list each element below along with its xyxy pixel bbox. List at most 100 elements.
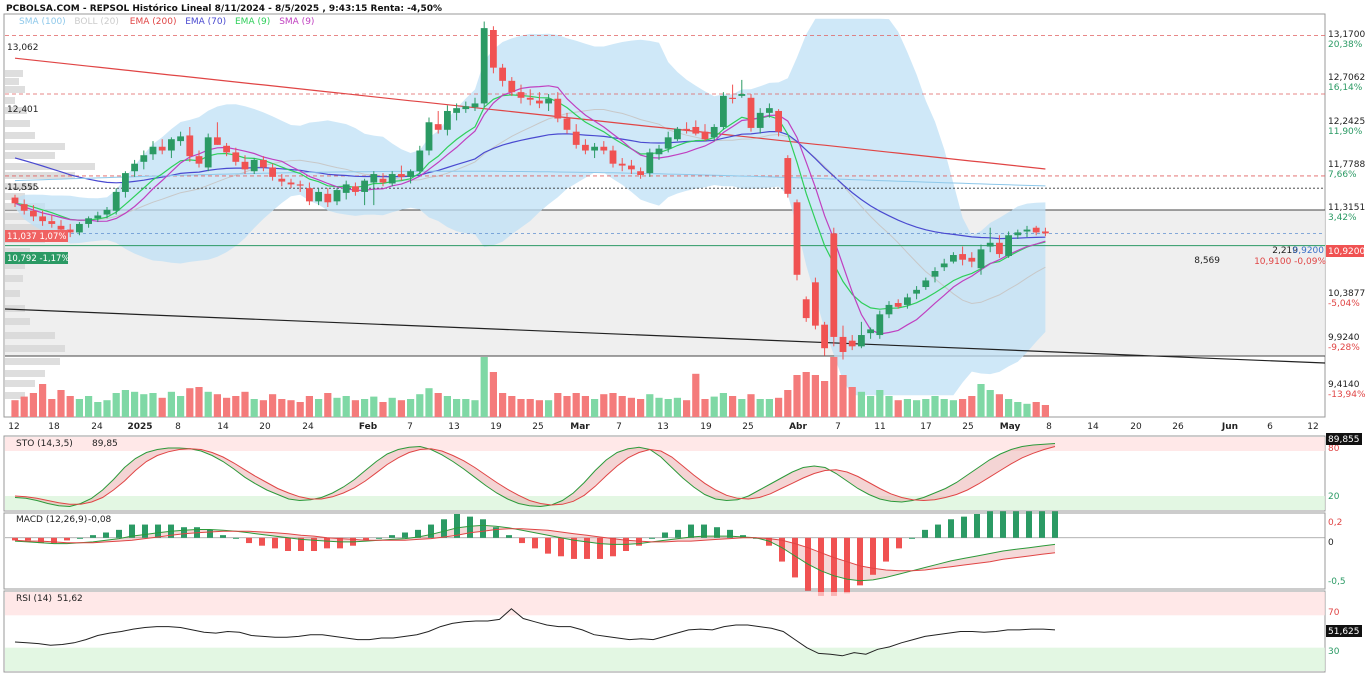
legend-entry: EMA (9) — [235, 17, 270, 27]
macd-histogram-bar — [311, 537, 317, 551]
macd-histogram-bar — [428, 524, 434, 538]
x-axis-tick: 17 — [920, 422, 931, 432]
macd-histogram-bar — [64, 537, 70, 541]
candle-body — [195, 156, 203, 164]
volume-bar — [508, 396, 516, 417]
candle-body — [103, 209, 111, 215]
volume-bar — [977, 384, 985, 417]
volume-profile-bar — [5, 290, 20, 297]
candle-body — [756, 112, 764, 128]
macd-histogram-bar — [363, 537, 369, 541]
macd-histogram-bar — [610, 537, 616, 557]
candle-body — [913, 289, 920, 294]
candle-body — [361, 180, 368, 192]
volume-bar — [554, 393, 562, 417]
candle-body — [122, 173, 129, 192]
candle-body — [342, 184, 350, 193]
macd-histogram-bar — [1013, 511, 1019, 538]
candle-body — [646, 152, 654, 174]
sto-current-label: 89,855 — [1328, 435, 1360, 445]
sto-current-badge — [1326, 433, 1362, 445]
price-axis-label: 9,4140 — [1328, 380, 1360, 390]
volume-profile-bar — [5, 97, 15, 104]
macd-histogram-bar — [181, 527, 187, 538]
price-axis-label: 13,1700 — [1328, 30, 1365, 40]
price-axis-pct: 7,66% — [1328, 170, 1357, 180]
macd-histogram-bar — [857, 537, 863, 586]
candle-body — [94, 215, 102, 219]
candle-body — [453, 108, 460, 113]
candle-body — [388, 174, 396, 184]
volume-bar — [867, 396, 875, 417]
candle-body — [462, 106, 470, 110]
candle-body — [591, 146, 598, 151]
volume-bar — [342, 396, 350, 417]
candle-body — [398, 174, 405, 177]
macd-histogram-bar — [532, 537, 538, 549]
rsi-current-label: 51,625 — [1328, 627, 1360, 637]
volume-profile-bar — [5, 370, 45, 377]
volume-bar — [600, 394, 608, 417]
volume-profile-bar — [5, 332, 55, 339]
legend-entry: SMA (100) — [19, 17, 66, 27]
candle-body — [674, 128, 681, 140]
macd-signal-line — [14, 528, 1056, 572]
inline-label: 2,219 — [1272, 246, 1298, 256]
sto-fill — [15, 443, 1055, 507]
volume-profile-bar — [5, 358, 60, 365]
x-axis-tick: Feb — [359, 422, 378, 432]
candle-body — [885, 304, 893, 315]
candle-body — [434, 124, 442, 130]
macd-histogram-bar — [649, 537, 655, 539]
candle-body — [858, 335, 865, 347]
macd-histogram-bar — [545, 537, 551, 554]
candle-body — [112, 191, 120, 211]
sto-level-label: 20 — [1328, 492, 1340, 502]
volume-bar — [425, 388, 433, 417]
volume-bar — [379, 402, 387, 417]
price-axis-pct: -5,04% — [1328, 299, 1360, 309]
candle-body — [85, 218, 92, 224]
volume-bar — [517, 399, 525, 417]
volume-bar — [986, 390, 994, 417]
volume-bar — [434, 393, 442, 417]
x-axis-tick: Jun — [1221, 422, 1238, 432]
volume-layer — [11, 357, 1049, 417]
sto-oversold-zone — [5, 496, 1325, 510]
volume-bar — [922, 399, 930, 417]
volume-bar — [719, 393, 727, 417]
x-axis-tick: Mar — [570, 422, 590, 432]
bollinger-layer — [14, 18, 1046, 396]
volume-bar — [195, 387, 203, 417]
macd-histogram-bar — [415, 529, 421, 538]
macd-level-label: 0,2 — [1328, 518, 1342, 528]
candle-body — [554, 98, 562, 119]
macd-histogram-bar — [688, 524, 694, 538]
candle-body — [352, 186, 359, 192]
volume-bar — [489, 372, 497, 417]
candle-body — [20, 204, 28, 211]
volume-bar — [526, 399, 534, 417]
candle-body — [950, 255, 957, 262]
candle-body — [204, 137, 212, 168]
candle-body — [333, 190, 341, 202]
volume-bar — [609, 393, 617, 417]
left-badge-text: 11,037 1,07% — [7, 232, 66, 242]
candle-body — [471, 103, 479, 108]
volume-bar — [627, 397, 635, 417]
price-axis-label: 10,3877 — [1328, 289, 1365, 299]
macd-level-label: 0 — [1328, 538, 1334, 548]
left-level-label: 13,062 — [7, 43, 39, 53]
volume-bar — [57, 390, 65, 417]
price-axis-pct: 11,90% — [1328, 127, 1363, 137]
volume-bar — [1023, 403, 1031, 417]
volume-bar — [167, 391, 175, 417]
volume-profile-bar — [5, 224, 60, 231]
volume-profile-bar — [5, 143, 65, 150]
macd-histogram-bar — [233, 537, 239, 539]
volume-bar — [572, 393, 580, 417]
x-axis-tick: 2025 — [127, 422, 152, 432]
macd-histogram-bar — [883, 537, 889, 562]
macd-histogram-bar — [636, 537, 642, 546]
volume-bar — [296, 402, 304, 417]
